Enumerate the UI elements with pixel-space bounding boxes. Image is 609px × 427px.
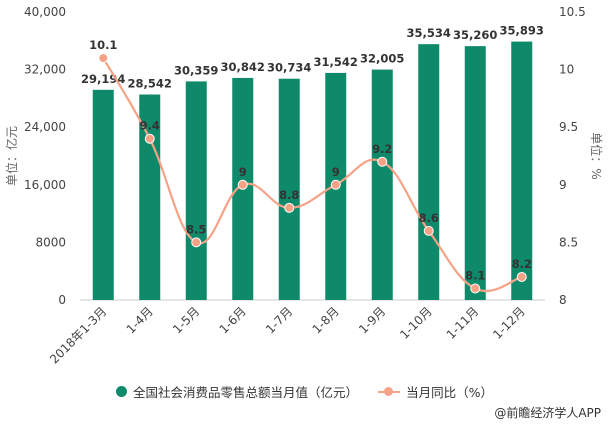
line-value-label: 8.5 [186,222,206,236]
line-point [423,225,434,236]
legend-line-swatch [378,386,401,397]
x-axis-tick-label: 2018年1-3月 [47,304,109,366]
legend-item-line: 当月同比（%） [378,382,493,401]
bar-value-label: 30,842 [221,60,265,74]
y-axis-left-tick: 8000 [35,235,66,249]
bar [139,94,161,301]
bar-value-label: 35,534 [407,26,451,40]
legend: 全国社会消费品零售总额当月值（亿元） 当月同比（%） [0,381,609,401]
y-axis-right: 8 8.5 9 9.5 10 10.5 [559,5,586,307]
line-value-label: 10.1 [89,38,117,52]
x-axis-tick-label: 1-7月 [263,304,295,336]
legend-item-bar: 全国社会消费品零售总额当月值（亿元） [116,382,358,401]
bar-value-label: 32,005 [360,52,404,66]
source-credit: @前瞻经济学人APP [494,406,601,420]
y-axis-left-tick: 40,000 [24,5,66,19]
bar [92,89,114,301]
line-point [98,53,109,64]
line-point [144,133,155,144]
y-axis-left-tick: 0 [58,293,66,307]
y-axis-left-title: 单位：亿元 [4,126,19,186]
y-axis-right-tick: 10 [559,63,574,77]
line-point [330,179,341,190]
x-axis-tick-label: 1-5月 [170,304,202,336]
x-axis-tick-label: 1-11月 [444,304,482,342]
x-axis-tick-label: 1-9月 [356,304,388,336]
x-axis-tick-label: 1-6月 [217,304,249,336]
line-point [470,283,481,294]
bar-value-label: 30,734 [267,61,311,75]
line-value-label: 9 [239,165,247,179]
line-point [284,202,295,213]
line-value-label: 9 [332,165,340,179]
bar-value-label: 35,260 [453,28,497,42]
bar-value-label: 28,542 [128,76,172,90]
bar [278,78,300,300]
y-axis-right-tick: 8 [559,293,567,307]
line-value-label: 9.4 [140,119,160,133]
legend-line-label: 当月同比（%） [406,384,493,400]
line-point [191,237,202,248]
bar-value-label: 35,893 [500,24,544,38]
y-axis-left-tick: 32,000 [24,63,66,77]
x-axis-tick-label: 1-12月 [490,304,528,342]
bar [418,44,440,301]
line-point [377,156,388,167]
y-axis-right-tick: 10.5 [559,5,586,19]
chart: 0 8000 16,000 24,000 32,000 40,000 8 8.5 9 9.5 10… [4,5,604,367]
y-axis-right-tick: 8.5 [559,235,578,249]
line-point [516,271,527,282]
line-value-label: 9.2 [372,142,392,156]
bar [371,69,393,301]
y-axis-right-title: 单位：% [589,132,604,179]
x-axis-tick-labels: 2018年1-3月 1-4月 1-5月 1-6月 1-7月 1-8月 1-9月 1-10月 1-… [47,304,528,366]
bar [185,81,207,301]
bar-value-label: 31,542 [314,55,358,69]
bar-value-label: 30,359 [174,63,218,77]
y-axis-right-tick: 9.5 [559,120,578,134]
line-series [98,53,527,294]
line-path [102,57,523,292]
bar [464,46,486,301]
y-axis-right-tick: 9 [559,178,567,192]
x-axis-tick-label: 1-10月 [397,304,435,342]
line-value-labels: 10.1 9.4 8.5 9 8.8 9 9.2 8.6 8.1 8.2 [89,38,532,282]
x-axis-tick-label: 1-8月 [310,304,342,336]
line-value-label: 8.8 [279,188,299,202]
x-axis-tick-label: 1-4月 [124,304,156,336]
line-value-label: 8.1 [465,268,485,282]
y-axis-left: 0 8000 16,000 24,000 32,000 40,000 [24,5,66,307]
y-axis-left-tick: 16,000 [24,178,66,192]
line-point [237,179,248,190]
line-value-label: 8.2 [512,257,532,271]
line-value-label: 8.6 [419,211,439,225]
y-axis-left-tick: 24,000 [24,120,66,134]
bar-series [92,41,533,301]
legend-bar-swatch [116,385,128,397]
legend-bar-label: 全国社会消费品零售总额当月值（亿元） [133,384,359,400]
bar [511,41,533,300]
